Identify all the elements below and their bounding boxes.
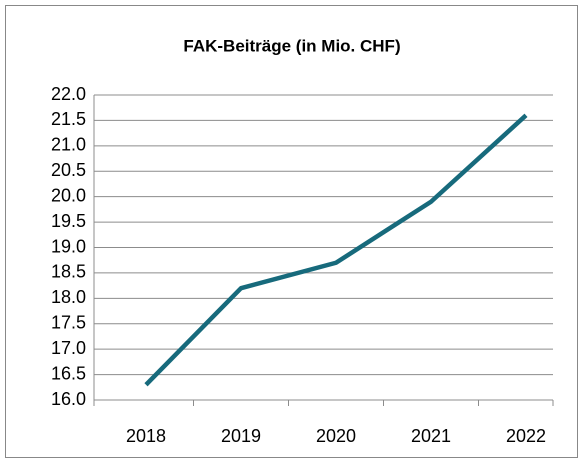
y-tick-label: 17.0	[51, 338, 86, 358]
x-tick-label: 2021	[411, 426, 451, 446]
y-tick-label: 20.5	[51, 160, 86, 180]
y-tick-label: 19.0	[51, 236, 86, 256]
y-tick-label: 21.0	[51, 135, 86, 155]
x-tick-label: 2022	[506, 426, 546, 446]
chart-frame	[5, 5, 578, 458]
y-tick-label: 22.0	[51, 84, 86, 104]
x-tick-label: 2018	[126, 426, 166, 446]
x-tick-label: 2019	[221, 426, 261, 446]
y-tick-label: 19.5	[51, 211, 86, 231]
y-tick-label: 18.0	[51, 287, 86, 307]
x-tick-label: 2020	[316, 426, 356, 446]
y-tick-label: 18.5	[51, 262, 86, 282]
y-tick-label: 16.0	[51, 389, 86, 409]
y-tick-label: 20.0	[51, 185, 86, 205]
y-tick-label: 17.5	[51, 313, 86, 333]
data-line	[144, 113, 528, 387]
chart-title: FAK-Beiträge (in Mio. CHF)	[183, 36, 400, 55]
y-tick-label: 16.5	[51, 363, 86, 383]
y-tick-label: 21.5	[51, 109, 86, 129]
